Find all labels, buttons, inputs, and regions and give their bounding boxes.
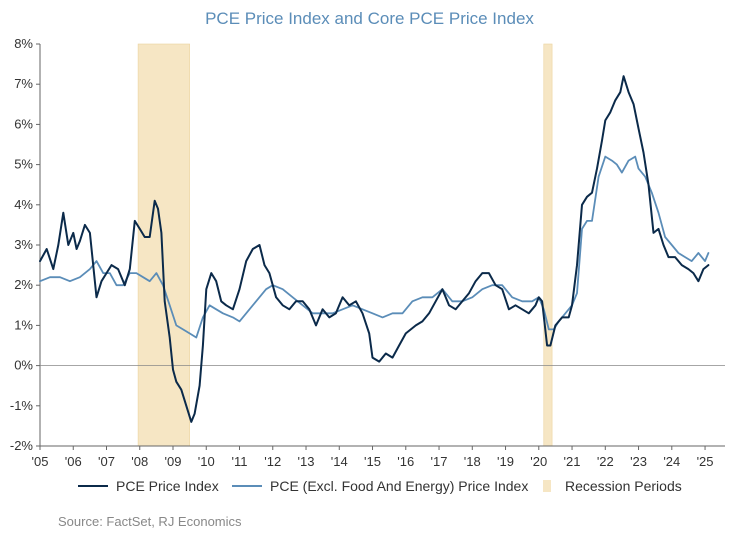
x-tick-label: '10 [198,454,215,469]
x-tick-label: '20 [530,454,547,469]
x-tick-label: '14 [331,454,348,469]
x-tick-label: '24 [663,454,680,469]
chart-title: PCE Price Index and Core PCE Price Index [205,9,534,28]
y-tick-label: -2% [10,438,34,453]
y-tick-label: 5% [14,157,33,172]
legend-swatch-pce [78,485,108,487]
x-tick-label: '12 [264,454,281,469]
legend-label-core: PCE (Excl. Food And Energy) Price Index [270,478,529,494]
x-tick-label: '23 [630,454,647,469]
x-tick-label: '11 [232,454,248,469]
y-tick-label: 4% [14,197,33,212]
x-tick-label: '08 [131,454,148,469]
y-tick-label: 7% [14,76,33,91]
y-tick-label: 3% [14,237,33,252]
x-tick-label: '18 [464,454,481,469]
tick-labels: -2% -1% 0% 1% 2% 3% 4% 5% 6% 7% 8% '05 '06 '07 '08 '09 '… [10,36,714,469]
legend-swatch-core [232,485,262,487]
x-tick-label: '13 [298,454,315,469]
x-tick-label: '07 [98,454,115,469]
x-tick-label: '19 [497,454,514,469]
x-tick-label: '06 [65,454,82,469]
y-tick-label: 1% [14,317,33,332]
y-tick-label: 0% [14,358,33,373]
source-note: Source: FactSet, RJ Economics [58,514,242,529]
series-line-pce [39,75,710,423]
axis-layer [36,43,725,450]
x-tick-label: '15 [364,454,381,469]
x-tick-label: '21 [564,454,581,469]
x-tick-label: '05 [32,454,49,469]
y-tick-label: -1% [10,398,34,413]
y-tick-label: 6% [14,116,33,131]
x-tick-label: '22 [597,454,614,469]
y-tick-label: 8% [14,36,33,51]
legend-item-core: PCE (Excl. Food And Energy) Price Index [232,478,528,494]
legend-item-recession: Recession Periods [543,478,682,494]
x-tick-label: '17 [431,454,448,469]
series-line-core-pce [39,155,710,339]
y-tick-label: 2% [14,277,33,292]
legend-swatch-recession [543,480,551,492]
legend: PCE Price Index PCE (Excl. Food And Ener… [0,478,739,498]
legend-label-pce: PCE Price Index [116,478,219,494]
recession-layer [137,43,553,447]
recession-band-1 [137,43,190,447]
legend-label-recession: Recession Periods [565,478,682,494]
recession-band-2 [543,43,553,447]
series-layer [39,75,710,423]
x-tick-label: '25 [697,454,714,469]
x-tick-label: '16 [397,454,414,469]
x-tick-label: '09 [165,454,182,469]
legend-item-pce: PCE Price Index [78,478,219,494]
